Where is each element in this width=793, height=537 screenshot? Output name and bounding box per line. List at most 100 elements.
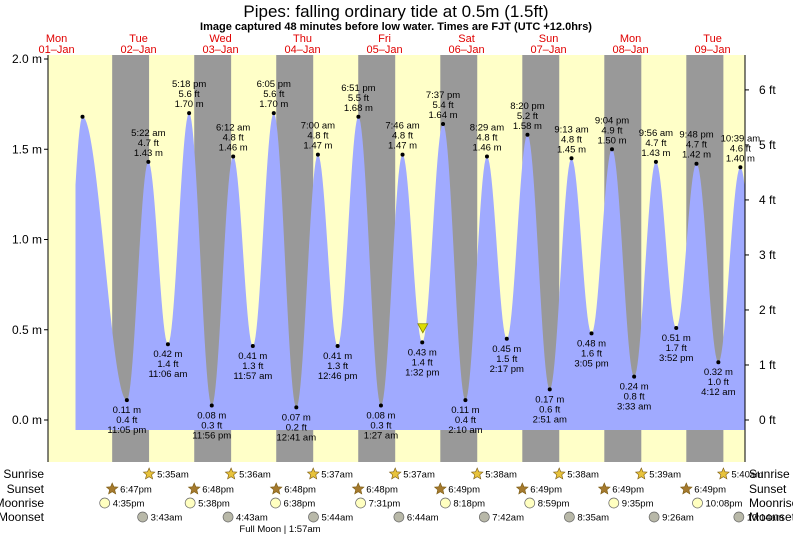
sunrise-time: 5:35am [157,470,189,481]
sun-star-icon [597,482,611,495]
moonrise-row-label-right: Moonrise [749,496,793,510]
day-date: 09–Jan [694,44,730,56]
extreme-time: 3:05 pm [574,358,608,369]
extreme-time: 6:12 am [216,122,250,133]
extreme-m: 1.46 m [472,142,501,153]
extreme-time: 10:39 am [721,133,761,144]
extreme-time: 7:37 pm [426,90,460,101]
extreme-m: 1.43 m [641,148,670,159]
extreme-point [271,111,276,116]
extreme-m: 1.68 m [344,103,373,114]
moonrise-time: 8:18pm [453,499,485,510]
moonset-time: 8:35am [577,513,609,524]
moonset-row-label-right: Moonset [749,510,793,524]
sun-star-icon [105,482,119,495]
moonrise-time: 7:31pm [369,499,401,510]
extreme-point [378,403,383,408]
moonrise-time: 5:38pm [198,499,230,510]
sun-star-icon [515,482,529,495]
extreme-point [165,342,170,347]
extreme-ft: 0.8 ft [624,392,645,403]
extreme-point [694,161,699,166]
extreme-point [653,159,658,164]
extreme-time: 1:32 pm [405,367,439,378]
extreme-point [335,343,340,348]
extreme-m: 1.45 m [557,144,586,155]
extreme-point [716,360,721,365]
extreme-ft: 1.5 ft [496,354,517,365]
sun-star-icon [470,467,484,480]
extreme-point [250,343,255,348]
extreme-time: 6:05 pm [257,79,291,90]
extreme-time: 3:52 pm [659,353,693,364]
extreme-ft: 1.4 ft [157,359,178,370]
day-name: Mon [46,33,67,45]
extreme-m: 1.47 m [388,141,417,152]
tide-area [75,113,745,430]
sunset-time: 6:48pm [202,485,234,496]
right-tick-label: 3 ft [759,248,776,262]
extreme-m: 1.43 m [134,148,163,159]
extreme-time: 3:33 am [617,402,651,413]
sunrise-time: 5:38am [567,470,599,481]
extreme-time: 6:51 pm [341,83,375,94]
sunrise-row-label: Sunrise [3,467,44,481]
left-tick-label: 0.5 m [12,323,42,337]
extreme-time: 5:18 pm [172,79,206,90]
sun-star-icon [187,482,201,495]
right-tick-label: 1 ft [759,358,776,372]
left-tick-label: 1.5 m [12,142,42,156]
extreme-ft: 5.6 ft [179,89,200,100]
extreme-point [525,132,530,137]
day-name: Fri [378,33,391,45]
extreme-point [124,398,129,403]
moonrise-icon [440,497,451,509]
day-name: Wed [209,33,231,45]
extreme-ft: 5.6 ft [263,89,284,100]
sun-star-icon [351,482,365,495]
extreme-ft: 0.3 ft [370,421,391,432]
extreme-point [294,405,299,410]
extreme-point [400,152,405,157]
extreme-point [589,331,594,336]
day-name: Thu [293,33,312,45]
sun-star-icon [679,482,693,495]
extreme-point [441,121,446,126]
extreme-ft: 1.6 ft [581,348,602,359]
moonset-icon [733,511,745,523]
left-tick-label: 2.0 m [12,52,42,66]
moonset-icon [648,511,660,523]
extreme-time: 4:12 am [701,387,735,398]
extreme-time: 11:06 am [148,369,187,380]
moonrise-icon [692,497,703,509]
extreme-ft: 4.8 ft [392,131,413,142]
extreme-ft: 4.7 ft [686,140,707,151]
sun-star-icon [224,467,238,480]
extreme-m: 0.07 m [282,412,311,423]
day-name: Sat [458,33,475,45]
moonrise-icon [184,497,196,509]
extreme-point [187,111,192,116]
moonrise-icon [99,497,111,509]
extreme-m: 1.46 m [219,142,248,153]
extreme-ft: 4.6 ft [730,143,751,154]
extreme-time: 1:27 am [364,431,398,442]
extreme-m: 0.08 m [366,411,395,422]
chart-subtitle: Image captured 48 minutes before low wat… [200,21,592,33]
extreme-m: 0.43 m [408,347,437,358]
moonset-icon [308,511,319,523]
sunrise-time: 5:40am [731,470,763,481]
extreme-m: 0.41 m [238,351,267,362]
extreme-ft: 5.4 ft [432,100,453,111]
extreme-point [547,387,552,392]
extreme-m: 0.48 m [577,338,606,349]
extreme-m: 0.32 m [704,367,733,378]
right-tick-label: 5 ft [759,138,776,152]
astro-rows: Sunrise Sunrise 5:35am 5:36am 5:37am 5:37am 5:… [0,467,793,524]
extreme-ft: 4.8 ft [561,134,582,145]
moonrise-time: 10:08pm [706,499,743,510]
extreme-m: 1.58 m [513,121,542,132]
day-date: 08–Jan [612,44,648,56]
moonset-icon [564,511,575,523]
